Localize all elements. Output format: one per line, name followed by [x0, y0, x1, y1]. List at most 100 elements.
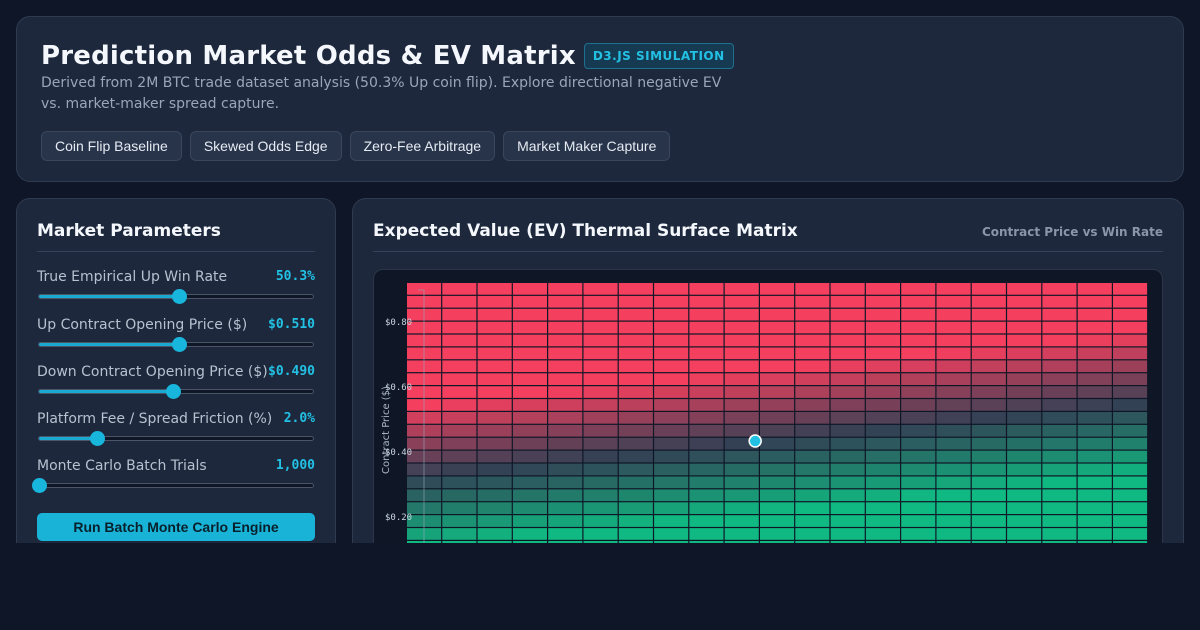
heatmap-cell [477, 386, 512, 398]
heatmap-cell [760, 437, 795, 450]
heatmap-cell [1113, 502, 1148, 514]
run-monte-carlo-button[interactable]: Run Batch Monte Carlo Engine [37, 513, 315, 541]
heatmap-cell [830, 476, 865, 489]
heatmap-cell [654, 450, 689, 463]
scenario-market-maker-button[interactable]: Market Maker Capture [503, 131, 671, 161]
heatmap-cell [654, 424, 689, 437]
heatmap-cell [512, 295, 547, 308]
heatmap-cell [830, 450, 865, 463]
heatmap-cell [901, 373, 936, 385]
slider-thumb[interactable] [166, 384, 182, 399]
heatmap-cell [795, 450, 830, 463]
heatmap-cell [830, 308, 865, 321]
slider-fill [39, 295, 179, 298]
heatmap-cell [548, 334, 583, 347]
heatmap-cell [1042, 463, 1077, 476]
heatmap-cell [865, 295, 900, 308]
heatmap-cell [865, 412, 900, 424]
heatmap-cell [689, 515, 724, 527]
heatmap-cell [936, 334, 971, 347]
heatmap-cell [512, 283, 547, 295]
fee-slider[interactable] [38, 431, 314, 446]
heatmap-cell [618, 308, 653, 321]
heatmap-cell [936, 295, 971, 308]
heatmap-cell [971, 373, 1006, 385]
param-value: 1,000 [275, 458, 315, 473]
heatmap-cell [654, 476, 689, 489]
y-tick-label: $0.40 [385, 448, 412, 458]
heatmap-cell [689, 476, 724, 489]
heatmap-cell [795, 437, 830, 450]
up-price-slider[interactable] [38, 337, 314, 352]
down-price-slider[interactable] [38, 384, 314, 399]
heatmap-cell [512, 347, 547, 360]
heatmap-cell [865, 347, 900, 360]
heatmap-cell [971, 476, 1006, 489]
heatmap-cell [477, 476, 512, 489]
heatmap-cell [512, 450, 547, 463]
slider-thumb[interactable] [171, 337, 187, 352]
heatmap-cell [760, 463, 795, 476]
heatmap-cell [477, 373, 512, 385]
scenario-coin-flip-button[interactable]: Coin Flip Baseline [41, 131, 182, 161]
heatmap-cell [583, 489, 618, 502]
heatmap-cell [618, 502, 653, 514]
heatmap-cell [971, 386, 1006, 398]
heatmap-cell [901, 515, 936, 527]
heatmap-cell [477, 321, 512, 334]
heatmap-cell [724, 373, 759, 385]
heatmap-cell [1113, 450, 1148, 463]
heatmap-cell [971, 437, 1006, 450]
heatmap-cell [760, 321, 795, 334]
heatmap-cell [512, 528, 547, 540]
scenario-zero-fee-button[interactable]: Zero-Fee Arbitrage [349, 131, 496, 161]
heatmap-cell [477, 502, 512, 514]
scenario-skewed-odds-button[interactable]: Skewed Odds Edge [189, 131, 342, 161]
trials-slider[interactable] [32, 478, 314, 493]
heatmap-cell [512, 424, 547, 437]
heatmap-cell [795, 424, 830, 437]
heatmap-cell [830, 386, 865, 398]
heatmap-cell [654, 373, 689, 385]
heatmap-cell [936, 399, 971, 411]
heatmap-cell [442, 334, 477, 347]
heatmap-cell [1007, 528, 1042, 540]
heatmap-cell [971, 399, 1006, 411]
heatmap-cell [1007, 321, 1042, 334]
slider-thumb[interactable] [32, 478, 47, 493]
heatmap-cell [512, 463, 547, 476]
heatmap-cell [795, 489, 830, 502]
param-value: $0.510 [268, 317, 315, 332]
heatmap-cell [760, 489, 795, 502]
heatmap-cell [971, 360, 1006, 373]
heatmap-cell [901, 399, 936, 411]
heatmap-cell [1077, 347, 1112, 360]
heatmap-cell [618, 424, 653, 437]
heatmap-cell [618, 373, 653, 385]
heatmap-cell [512, 373, 547, 385]
heatmap-cell [830, 334, 865, 347]
heatmap-cell [689, 412, 724, 424]
heatmap-cell [830, 463, 865, 476]
heatmap-cell [760, 450, 795, 463]
current-market-marker[interactable] [748, 434, 762, 448]
heatmap-cell [795, 321, 830, 334]
heatmap-cell [512, 360, 547, 373]
heatmap-cell [901, 476, 936, 489]
heatmap-cell [1042, 373, 1077, 385]
heatmap-cell [654, 528, 689, 540]
heatmap-cell [1007, 450, 1042, 463]
simulation-badge: D3.JS SIMULATION [583, 43, 734, 69]
heatmap-cell [760, 399, 795, 411]
heatmap-cell [442, 295, 477, 308]
heatmap-cell [442, 308, 477, 321]
heatmap-cell [1077, 373, 1112, 385]
heatmap-cell [971, 412, 1006, 424]
heatmap-cell [548, 360, 583, 373]
slider-thumb[interactable] [89, 431, 105, 446]
heatmap-cell [477, 347, 512, 360]
heatmap-cell [936, 347, 971, 360]
win-rate-slider[interactable] [38, 289, 314, 304]
slider-thumb[interactable] [171, 289, 187, 304]
heatmap-cell [689, 528, 724, 540]
